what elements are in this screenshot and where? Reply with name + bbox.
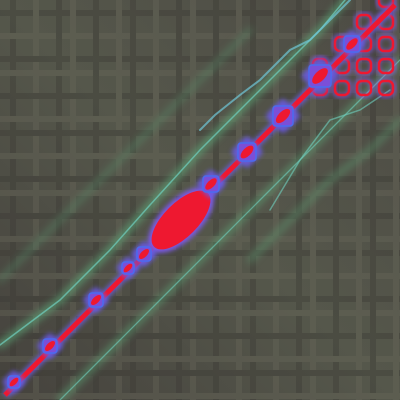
- lattice-cell: [377, 35, 395, 53]
- lattice-cell: [377, 79, 395, 97]
- node-core: [275, 108, 291, 124]
- glow-line: [59, 59, 400, 400]
- node-core: [139, 249, 149, 259]
- vertical-band: [70, 0, 76, 400]
- lattice-cell: [355, 57, 373, 75]
- horizontal-band: [0, 236, 400, 242]
- node-core: [312, 68, 328, 84]
- vertical-band: [236, 0, 242, 400]
- horizontal-band: [0, 153, 400, 159]
- lattice-cell: [355, 13, 373, 31]
- horizontal-band: [0, 296, 400, 302]
- vertical-band: [296, 0, 302, 400]
- horizontal-band: [0, 333, 400, 339]
- vertical-band: [213, 0, 219, 400]
- lattice-cell: [377, 57, 395, 75]
- vertical-band: [356, 0, 362, 400]
- node-core: [123, 263, 133, 273]
- horizontal-band: [0, 250, 400, 256]
- lattice-cell: [355, 79, 373, 97]
- vertical-band: [333, 0, 339, 400]
- horizontal-band: [0, 70, 400, 76]
- node-core: [91, 295, 101, 305]
- horizontal-band: [0, 393, 400, 399]
- node-core: [9, 377, 19, 387]
- horizontal-band: [0, 130, 400, 136]
- vertical-band: [250, 0, 256, 400]
- lattice-cell: [333, 79, 351, 97]
- glow-line: [247, 117, 400, 263]
- vertical-band: [56, 0, 62, 400]
- vertical-band: [10, 0, 16, 400]
- glow-line: [0, 0, 346, 346]
- vertical-band: [393, 0, 399, 400]
- glow-line: [0, 27, 253, 283]
- spine-nodes: [2, 30, 366, 394]
- node-core: [240, 145, 254, 159]
- horizontal-band: [0, 273, 400, 279]
- vertical-band: [116, 0, 122, 400]
- horizontal-band: [0, 310, 400, 316]
- glow-line: [269, 89, 391, 211]
- horizontal-band: [0, 370, 400, 376]
- horizontal-band: [0, 176, 400, 182]
- lattice-cell: [377, 0, 395, 9]
- big-blob: [151, 190, 211, 250]
- horizontal-band: [0, 356, 400, 362]
- node-core: [346, 38, 358, 50]
- glow-line: [199, 0, 351, 131]
- node-core: [205, 178, 217, 190]
- horizontal-band: [0, 116, 400, 122]
- vertical-band: [370, 0, 376, 400]
- horizontal-band: [0, 56, 400, 62]
- vertical-band: [93, 0, 99, 400]
- horizontal-band: [0, 93, 400, 99]
- horizontal-band: [0, 33, 400, 39]
- vertical-band: [130, 0, 136, 400]
- node-core: [45, 341, 55, 351]
- horizontal-band: [0, 10, 400, 16]
- vertical-band: [33, 0, 39, 400]
